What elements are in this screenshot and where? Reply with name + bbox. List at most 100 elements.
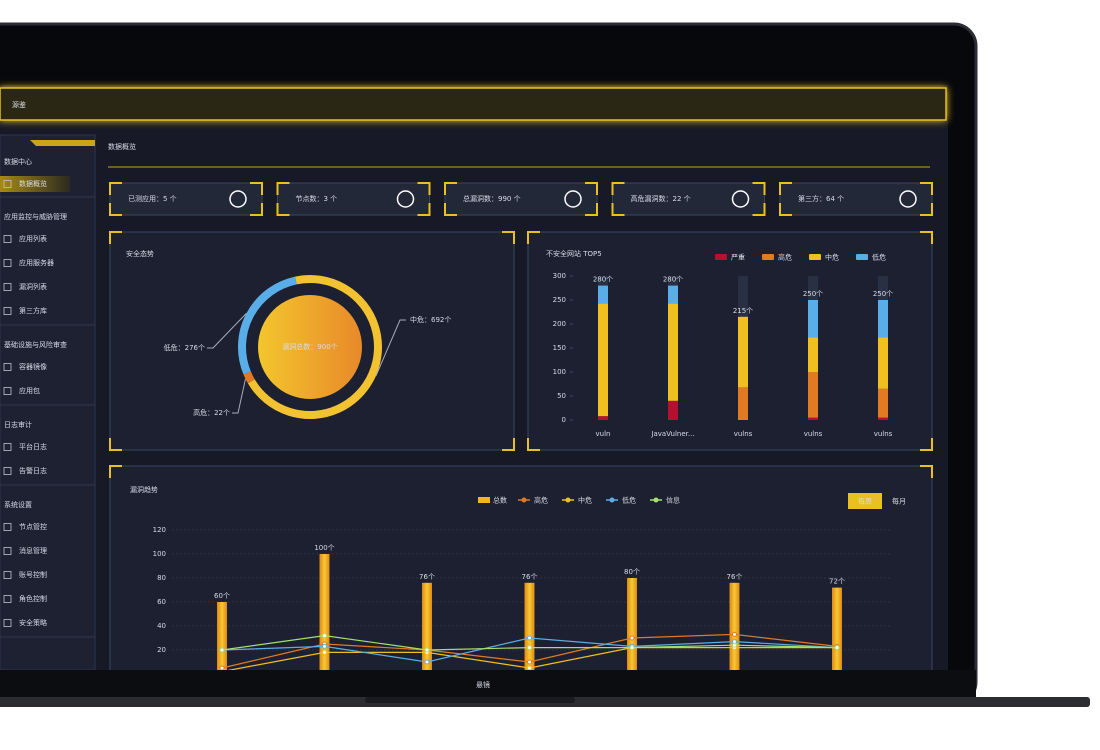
- bar: [319, 554, 330, 670]
- bar-value-label: 72个: [829, 578, 845, 586]
- donut-segment: [247, 275, 382, 419]
- donut-segment: [243, 371, 255, 384]
- corner-deco: [444, 182, 598, 216]
- y-tick-label: 250: [553, 296, 566, 304]
- sidebar-active: [0, 176, 70, 192]
- sidebar-icon: [3, 619, 12, 627]
- y-tick-label: 40: [157, 622, 166, 630]
- stat-card: [779, 182, 933, 216]
- stat-icon: [564, 190, 582, 208]
- bar-segment: [808, 372, 818, 418]
- panel-title: 漏洞趋势: [130, 485, 158, 494]
- sidebar-item[interactable]: 告警日志: [19, 466, 47, 475]
- button-label[interactable]: 每周: [858, 497, 872, 506]
- trend-point: [322, 649, 327, 655]
- bar-value-label: 76个: [419, 573, 435, 581]
- legend-label: 低危: [622, 496, 636, 505]
- brand: 源鉴: [12, 100, 26, 109]
- sidebar-icon: [3, 467, 12, 475]
- corner-deco: [109, 231, 515, 451]
- bar-segment: [598, 416, 608, 420]
- sidebar-icon: [3, 180, 12, 188]
- legend-swatch: [762, 254, 774, 260]
- content: 数据中心数据概览应用监控与威胁管理应用列表应用服务器漏洞列表第三方库基础设施与风…: [0, 140, 933, 670]
- bar: [729, 582, 740, 670]
- sidebar-item[interactable]: 应用列表: [19, 234, 47, 243]
- x-tick-label: JavaVulner...: [650, 430, 694, 438]
- bar-total-label: 280个: [593, 276, 613, 284]
- stat-text: 节点数：3 个: [296, 194, 338, 203]
- trend-point: [322, 633, 327, 639]
- button-weekly[interactable]: [848, 493, 882, 509]
- trend-point: [322, 643, 327, 649]
- sidebar-section: 系统设置: [4, 500, 32, 509]
- trend-point: [527, 645, 532, 651]
- stat-card: [444, 182, 598, 216]
- bezel-bottom: [0, 670, 976, 700]
- trend-point: [834, 645, 840, 651]
- trend-point: [732, 631, 737, 637]
- bar-segment: [738, 316, 748, 388]
- sidebar-item[interactable]: 账号控制: [19, 570, 47, 579]
- bar-segment: [738, 387, 748, 420]
- sidebar-item[interactable]: 安全策略: [19, 618, 47, 627]
- donut-label: 中危：692个: [410, 315, 451, 324]
- sidebar-item[interactable]: 数据概览: [19, 179, 47, 188]
- hinge: [365, 697, 575, 703]
- sidebar-item[interactable]: 应用包: [19, 386, 40, 395]
- corner-deco: [109, 465, 933, 478]
- sidebar-item[interactable]: 平台日志: [19, 442, 47, 451]
- legend-label: 信息: [666, 496, 680, 505]
- corner-deco: [109, 182, 263, 216]
- y-tick-label: 300: [553, 272, 566, 280]
- legend-dot: [609, 497, 615, 503]
- bar-total-label: 250个: [803, 290, 823, 298]
- trend-point: [629, 645, 635, 651]
- sidebar-item[interactable]: 容器镜像: [19, 362, 47, 371]
- y-tick-label: 200: [553, 320, 566, 328]
- panel-title: 安全态势: [126, 249, 154, 258]
- sidebar-section: 数据中心: [4, 157, 32, 166]
- corner-deco: [779, 182, 933, 216]
- legend-swatch: [809, 254, 821, 260]
- trend-point: [527, 665, 532, 670]
- bar-value-label: 76个: [522, 573, 538, 581]
- footer-logo: 悬镜: [476, 680, 490, 689]
- trend-point: [527, 635, 532, 641]
- stat-card: [277, 182, 430, 216]
- bar-value-label: 76个: [727, 573, 743, 581]
- sidebar-section: 应用监控与威胁管理: [4, 212, 67, 221]
- trend-point: [219, 647, 225, 653]
- trend-point: [527, 659, 532, 665]
- bar-segment: [668, 303, 678, 401]
- y-tick-label: 80: [157, 574, 166, 582]
- sidebar-item[interactable]: 第三方库: [19, 306, 47, 315]
- sidebar-icon: [3, 283, 12, 291]
- bar-total-label: 280个: [663, 276, 683, 284]
- sidebar-item[interactable]: 应用服务器: [19, 258, 54, 267]
- sidebar-item[interactable]: 节点管控: [19, 522, 47, 531]
- corner-deco: [611, 182, 766, 216]
- stat-icon: [731, 190, 750, 208]
- legend-dot: [653, 497, 659, 503]
- y-tick-label: 50: [557, 392, 566, 400]
- button-label[interactable]: 每月: [892, 497, 906, 506]
- donut-label: 低危：276个: [164, 343, 205, 352]
- sidebar: [0, 134, 96, 671]
- legend-label: 严重: [731, 254, 745, 262]
- bar: [524, 582, 535, 670]
- bar-segment: [808, 300, 818, 338]
- sidebar-item[interactable]: 消息管理: [19, 546, 47, 555]
- sidebar-item[interactable]: 角色控制: [19, 594, 47, 603]
- bar: [422, 582, 432, 670]
- bar-segment: [598, 303, 608, 417]
- sidebar-icon: [3, 363, 12, 371]
- bar: [832, 587, 842, 670]
- stat-card: [612, 182, 765, 216]
- sidebar-item[interactable]: 漏洞列表: [19, 282, 47, 291]
- legend-label: 中危: [578, 496, 592, 505]
- page-title: 数据概览: [108, 142, 136, 151]
- y-tick-label: 60: [157, 598, 166, 606]
- sidebar-stripes: [30, 140, 95, 146]
